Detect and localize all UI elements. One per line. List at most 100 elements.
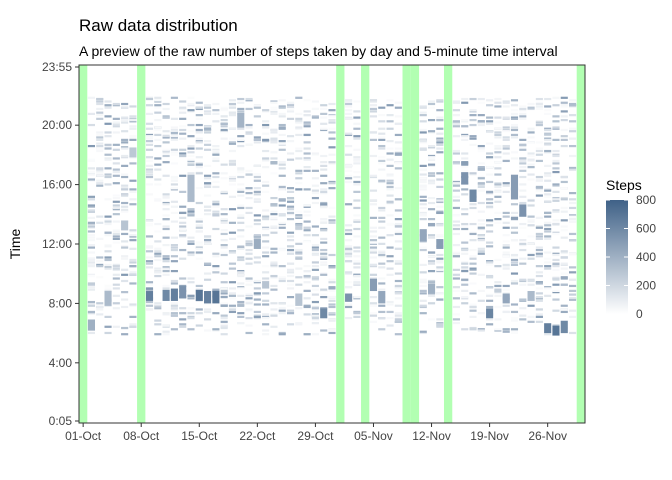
heatmap-cell — [179, 225, 187, 228]
heatmap-cell — [569, 105, 577, 108]
heatmap-cell — [121, 147, 129, 150]
heatmap-cell — [427, 255, 436, 258]
heatmap-cell — [87, 331, 95, 335]
heatmap-cell — [162, 312, 170, 315]
heatmap-cell — [569, 266, 577, 269]
heatmap-cell — [544, 261, 552, 264]
heatmap-cell — [295, 216, 303, 219]
heatmap-cell — [187, 277, 195, 280]
heatmap-cell — [419, 304, 427, 307]
heatmap-cell — [369, 110, 378, 113]
heatmap-cell — [320, 112, 328, 115]
heatmap-cell — [535, 287, 543, 290]
heatmap-cell — [187, 159, 195, 163]
heatmap-cell — [386, 255, 394, 258]
heatmap-cell — [270, 325, 278, 328]
heatmap-cell — [121, 333, 129, 336]
heatmap-cell — [394, 232, 402, 236]
heatmap-cell — [162, 269, 170, 273]
heatmap-cell — [311, 313, 319, 316]
heatmap-cell — [486, 116, 494, 119]
heatmap-cell — [104, 198, 112, 201]
heatmap-cell — [154, 183, 162, 186]
heatmap-cell — [469, 231, 477, 234]
heatmap-cell — [502, 215, 510, 218]
heatmap-cell — [303, 157, 311, 160]
heatmap-cell — [378, 255, 386, 258]
heatmap-cell — [486, 261, 494, 264]
heatmap-cell — [552, 199, 560, 202]
heatmap-cell — [154, 269, 162, 273]
heatmap-cell — [527, 130, 535, 133]
heatmap-cell — [170, 308, 178, 311]
heatmap-cell — [253, 293, 261, 296]
heatmap-cell — [527, 235, 535, 238]
heatmap-cell — [195, 257, 203, 260]
heatmap-cell — [535, 102, 543, 106]
heatmap-cell — [560, 104, 568, 107]
heatmap-cell — [345, 166, 353, 169]
heatmap-cell — [262, 215, 270, 218]
heatmap-cell — [320, 205, 328, 208]
heatmap-cell — [527, 215, 535, 218]
heatmap-cell — [112, 182, 120, 185]
heatmap-cell — [96, 256, 104, 259]
heatmap-cell — [353, 266, 361, 269]
heatmap-cell — [170, 246, 178, 249]
heatmap-cell — [220, 303, 228, 306]
heatmap-cell — [303, 333, 311, 336]
heatmap-cell — [394, 291, 402, 294]
heatmap-cell — [527, 320, 535, 323]
heatmap-cell — [552, 291, 560, 294]
heatmap-cell — [477, 166, 485, 169]
heatmap-cell — [569, 137, 577, 140]
heatmap-cell — [436, 325, 444, 328]
heatmap-cell — [345, 112, 353, 115]
heatmap-cell — [394, 320, 402, 323]
heatmap-cell — [436, 141, 444, 144]
heatmap-cell — [96, 107, 104, 111]
heatmap-cell — [328, 299, 336, 302]
heatmap-cell — [237, 168, 245, 171]
heatmap-cell — [469, 248, 477, 252]
heatmap-cell — [129, 247, 137, 250]
heatmap-cell — [129, 188, 137, 191]
heatmap-cell — [278, 204, 286, 207]
heatmap-cell — [311, 244, 319, 247]
heatmap-cell — [87, 312, 95, 315]
heatmap-cell — [195, 106, 203, 109]
heatmap-cell — [187, 315, 195, 318]
heatmap-cell — [535, 265, 543, 268]
heatmap-cell — [502, 240, 510, 243]
heatmap-cell — [220, 115, 228, 118]
heatmap-cell — [96, 100, 104, 103]
heatmap-cell — [461, 97, 469, 101]
heatmap-cell — [278, 112, 286, 115]
heatmap-cell — [195, 251, 203, 254]
heatmap-cell — [212, 203, 220, 206]
heatmap-cell — [295, 214, 303, 217]
heatmap-cell — [220, 137, 228, 140]
heatmap-cell — [253, 105, 261, 108]
heatmap-cell — [237, 235, 245, 238]
heatmap-cell — [552, 96, 560, 99]
missing-day-band — [137, 65, 146, 423]
heatmap-cell — [569, 104, 577, 107]
heatmap-cell — [535, 299, 543, 302]
heatmap-cell — [353, 175, 361, 179]
heatmap-cell — [461, 125, 469, 128]
heatmap-cell — [510, 151, 519, 154]
heatmap-cell — [170, 307, 178, 310]
heatmap-cell — [320, 273, 328, 276]
heatmap-cell — [220, 287, 228, 290]
heatmap-cell — [104, 331, 112, 335]
heatmap-cell — [527, 220, 535, 223]
heatmap-cell — [469, 206, 477, 210]
heatmap-cell — [560, 250, 568, 253]
heatmap-cell — [535, 106, 543, 109]
heatmap-cell — [278, 167, 286, 170]
heatmap-cell — [419, 289, 427, 292]
heatmap-cell — [187, 163, 195, 166]
legend-tick-label: 400 — [636, 250, 656, 264]
